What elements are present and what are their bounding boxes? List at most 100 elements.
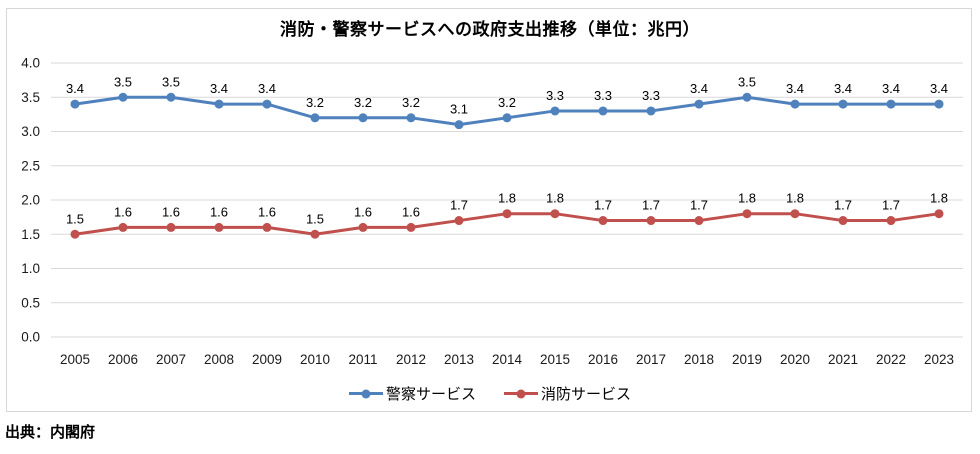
police-series-point-marker bbox=[694, 99, 704, 109]
police-data-label: 3.3 bbox=[594, 88, 612, 103]
y-axis-tick-label: 2.5 bbox=[21, 158, 40, 173]
x-axis-tick-label: 2017 bbox=[636, 352, 666, 367]
fire-data-label: 1.7 bbox=[450, 198, 468, 213]
fire-series-point-marker bbox=[358, 222, 368, 232]
x-axis-tick-label: 2016 bbox=[588, 352, 618, 367]
police-data-label: 3.2 bbox=[354, 95, 372, 110]
x-axis-tick-label: 2007 bbox=[156, 352, 186, 367]
fire-series-point-marker bbox=[166, 222, 176, 232]
fire-data-label: 1.5 bbox=[306, 211, 324, 226]
fire-data-label: 1.8 bbox=[738, 191, 756, 206]
fire-data-label: 1.6 bbox=[258, 204, 276, 219]
fire-data-label: 1.7 bbox=[834, 198, 852, 213]
x-axis-tick-label: 2011 bbox=[348, 352, 377, 367]
police-data-label: 3.5 bbox=[162, 74, 180, 89]
fire-data-label: 1.8 bbox=[786, 191, 804, 206]
x-axis-tick-label: 2013 bbox=[444, 352, 474, 367]
chart-frame bbox=[6, 8, 972, 412]
police-data-label: 3.4 bbox=[690, 81, 708, 96]
fire-data-label: 1.6 bbox=[114, 204, 132, 219]
legend-item-police: 警察サービス bbox=[348, 383, 476, 404]
police-data-label: 3.2 bbox=[498, 95, 516, 110]
x-axis-tick-label: 2023 bbox=[924, 352, 954, 367]
fire-data-label: 1.7 bbox=[642, 198, 660, 213]
y-axis-tick-label: 3.0 bbox=[21, 124, 40, 139]
x-axis-tick-label: 2015 bbox=[540, 352, 570, 367]
y-axis-tick-label: 1.0 bbox=[21, 261, 40, 276]
police-series-point-marker bbox=[310, 113, 320, 123]
fire-series-point-marker bbox=[454, 216, 464, 226]
police-series-point-marker bbox=[262, 99, 272, 109]
police-data-label: 3.2 bbox=[402, 95, 420, 110]
police-data-label: 3.3 bbox=[546, 88, 564, 103]
fire-series-point-marker bbox=[214, 222, 224, 232]
police-data-label: 3.1 bbox=[450, 102, 468, 117]
x-axis-tick-label: 2006 bbox=[108, 352, 138, 367]
police-series-marker-icon bbox=[348, 389, 383, 398]
fire-series-point-marker bbox=[70, 229, 80, 239]
police-series-point-marker bbox=[454, 120, 464, 130]
fire-series-point-marker bbox=[550, 209, 560, 219]
y-axis-tick-label: 0.0 bbox=[21, 330, 40, 345]
legend-label-police: 警察サービス bbox=[385, 386, 476, 403]
fire-data-label: 1.6 bbox=[162, 204, 180, 219]
y-axis-tick-label: 0.5 bbox=[21, 295, 40, 310]
police-data-label: 3.4 bbox=[786, 81, 804, 96]
police-series-point-marker bbox=[598, 106, 608, 116]
y-axis-tick-label: 3.5 bbox=[21, 90, 40, 105]
police-data-label: 3.4 bbox=[258, 81, 276, 96]
fire-series-point-marker bbox=[118, 222, 128, 232]
fire-series-point-marker bbox=[598, 216, 608, 226]
x-axis-tick-label: 2021 bbox=[828, 352, 858, 367]
x-axis-tick-label: 2019 bbox=[732, 352, 762, 367]
y-axis-tick-label: 4.0 bbox=[21, 56, 40, 71]
x-axis-tick-label: 2005 bbox=[60, 352, 90, 367]
fire-data-label: 1.7 bbox=[882, 198, 900, 213]
fire-series-point-marker bbox=[406, 222, 416, 232]
source-note: 出典：内閣府 bbox=[5, 424, 96, 441]
fire-series-point-marker bbox=[502, 209, 512, 219]
fire-data-label: 1.8 bbox=[498, 191, 516, 206]
fire-series-marker-icon bbox=[504, 389, 538, 398]
police-series-point-marker bbox=[118, 92, 128, 102]
police-series-point-marker bbox=[934, 99, 944, 109]
fire-data-label: 1.8 bbox=[930, 191, 948, 206]
x-axis-tick-label: 2010 bbox=[300, 352, 330, 367]
police-series-point-marker bbox=[838, 99, 848, 109]
legend-item-fire: 消防サービス bbox=[504, 383, 631, 404]
fire-series-point-marker bbox=[646, 216, 656, 226]
police-series-point-marker bbox=[790, 99, 800, 109]
police-series-point-marker bbox=[406, 113, 416, 123]
police-series-point-marker bbox=[70, 99, 80, 109]
fire-data-label: 1.8 bbox=[546, 191, 564, 206]
police-series-point-marker bbox=[214, 99, 224, 109]
legend: 警察サービス 消防サービス bbox=[0, 383, 980, 404]
fire-series-point-marker bbox=[934, 209, 944, 219]
fire-data-label: 1.7 bbox=[690, 198, 708, 213]
fire-data-label: 1.6 bbox=[402, 204, 420, 219]
police-data-label: 3.3 bbox=[642, 88, 660, 103]
fire-series-point-marker bbox=[886, 216, 896, 226]
police-data-label: 3.2 bbox=[306, 95, 324, 110]
x-axis-tick-label: 2009 bbox=[252, 352, 282, 367]
fire-data-label: 1.6 bbox=[210, 204, 228, 219]
police-data-label: 3.4 bbox=[882, 81, 900, 96]
police-series-point-marker bbox=[742, 92, 752, 102]
police-data-label: 3.4 bbox=[834, 81, 852, 96]
fire-data-label: 1.6 bbox=[354, 204, 372, 219]
fire-series-point-marker bbox=[838, 216, 848, 226]
police-data-label: 3.4 bbox=[210, 81, 228, 96]
police-series-point-marker bbox=[502, 113, 512, 123]
x-axis-tick-label: 2008 bbox=[204, 352, 234, 367]
y-axis-tick-label: 1.5 bbox=[21, 227, 40, 242]
x-axis-tick-label: 2020 bbox=[780, 352, 810, 367]
police-data-label: 3.5 bbox=[114, 74, 132, 89]
police-data-label: 3.5 bbox=[738, 74, 756, 89]
police-data-label: 3.4 bbox=[66, 81, 84, 96]
x-axis-tick-label: 2012 bbox=[396, 352, 426, 367]
police-data-label: 3.4 bbox=[930, 81, 948, 96]
fire-series-point-marker bbox=[694, 216, 704, 226]
police-series-point-marker bbox=[358, 113, 368, 123]
fire-series-point-marker bbox=[310, 229, 320, 239]
